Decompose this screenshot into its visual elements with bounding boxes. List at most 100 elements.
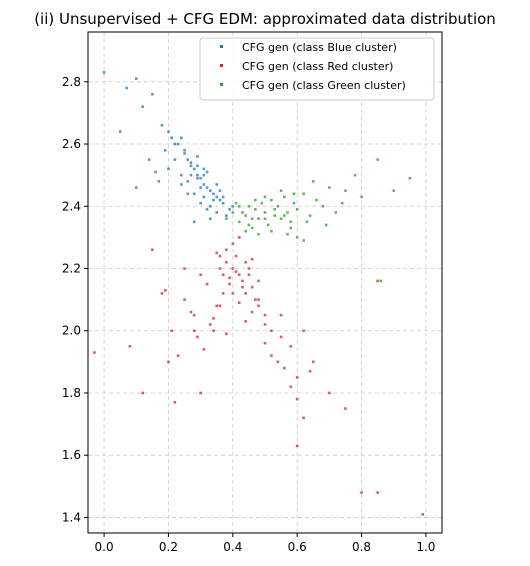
- data-point-red: [183, 298, 186, 301]
- data-point-red: [248, 267, 251, 270]
- data-point-red: [312, 361, 315, 364]
- data-point-red: [212, 329, 215, 332]
- plot-frame: [88, 32, 442, 533]
- data-point-red: [215, 305, 218, 308]
- data-point-red: [376, 280, 379, 283]
- data-point-blue: [215, 196, 218, 199]
- data-point-blue: [170, 137, 173, 140]
- data-point-green: [280, 189, 283, 192]
- y-tick-label: 1.4: [62, 510, 81, 524]
- data-point-green: [264, 196, 267, 199]
- data-point-red: [203, 348, 206, 351]
- data-point-red: [222, 273, 225, 276]
- data-point-blue: [199, 186, 202, 189]
- data-point-red: [193, 314, 196, 317]
- data-point-blue: [174, 158, 177, 161]
- data-point-red: [376, 491, 379, 494]
- data-point-red: [241, 280, 244, 283]
- data-point-blue: [119, 130, 122, 133]
- data-point-red: [421, 513, 424, 516]
- data-point-blue: [183, 149, 186, 152]
- data-point-green: [283, 214, 286, 217]
- data-point-green: [312, 180, 315, 183]
- legend-label-red: CFG gen (class Red cluster): [242, 60, 393, 73]
- data-point-green: [309, 214, 312, 217]
- data-point-red: [164, 289, 167, 292]
- data-point-red: [289, 385, 292, 388]
- data-point-red: [151, 249, 154, 252]
- data-point-blue: [222, 202, 225, 205]
- data-point-blue: [135, 186, 138, 189]
- data-point-red: [296, 376, 299, 379]
- data-point-red: [196, 336, 199, 339]
- data-point-blue: [209, 205, 212, 208]
- data-point-blue: [190, 161, 193, 164]
- data-point-blue: [180, 174, 183, 177]
- data-point-blue: [225, 214, 228, 217]
- data-point-red: [244, 261, 247, 264]
- data-point-green: [380, 280, 383, 283]
- data-point-red: [206, 283, 209, 286]
- y-tick-label: 2.0: [62, 324, 81, 338]
- data-point-blue: [203, 168, 206, 171]
- data-point-green: [335, 211, 338, 214]
- data-point-blue: [186, 180, 189, 183]
- data-point-blue: [196, 174, 199, 177]
- data-point-green: [244, 230, 247, 233]
- data-point-blue: [164, 149, 167, 152]
- data-point-blue: [206, 171, 209, 174]
- data-point-green: [376, 158, 379, 161]
- data-point-red: [264, 314, 267, 317]
- data-point-red: [251, 286, 254, 289]
- data-point-green: [254, 208, 257, 211]
- data-point-red: [225, 249, 228, 252]
- data-point-red: [344, 407, 347, 410]
- data-point-red: [225, 333, 228, 336]
- data-point-green: [341, 202, 344, 205]
- data-point-red: [219, 305, 222, 308]
- data-point-green: [286, 211, 289, 214]
- x-tick-label: 1.0: [416, 540, 435, 554]
- y-tick-label: 1.6: [62, 448, 81, 462]
- data-point-blue: [209, 217, 212, 220]
- data-point-red: [328, 392, 331, 395]
- data-point-red: [190, 311, 193, 314]
- x-tick-label: 0.2: [159, 540, 178, 554]
- legend: CFG gen (class Blue cluster) CFG gen (cl…: [200, 38, 434, 100]
- data-point-green: [293, 202, 296, 205]
- data-point-red: [309, 370, 312, 373]
- data-point-red: [183, 267, 186, 270]
- data-point-red: [251, 311, 254, 314]
- data-point-green: [302, 193, 305, 196]
- data-point-red: [283, 367, 286, 370]
- data-point-blue: [206, 208, 209, 211]
- data-point-green: [241, 211, 244, 214]
- data-point-green: [315, 199, 318, 202]
- data-point-red: [257, 305, 260, 308]
- data-point-green: [267, 224, 270, 227]
- data-point-green: [293, 193, 296, 196]
- data-point-blue: [148, 158, 151, 161]
- data-point-blue: [209, 189, 212, 192]
- data-point-green: [280, 217, 283, 220]
- data-point-green: [232, 211, 235, 214]
- data-point-red: [228, 283, 231, 286]
- data-point-red: [270, 329, 273, 332]
- data-point-green: [277, 205, 280, 208]
- data-point-blue: [196, 165, 199, 168]
- data-point-blue: [196, 177, 199, 180]
- data-point-blue: [193, 168, 196, 171]
- data-point-blue: [232, 205, 235, 208]
- data-point-green: [238, 205, 241, 208]
- data-point-blue: [161, 124, 164, 127]
- data-point-blue: [199, 202, 202, 205]
- data-point-red: [248, 273, 251, 276]
- data-point-red: [209, 323, 212, 326]
- data-point-blue: [151, 93, 154, 96]
- data-point-red: [257, 280, 260, 283]
- data-point-red: [296, 398, 299, 401]
- data-point-red: [174, 401, 177, 404]
- legend-marker-green: [220, 83, 223, 86]
- data-point-red: [270, 354, 273, 357]
